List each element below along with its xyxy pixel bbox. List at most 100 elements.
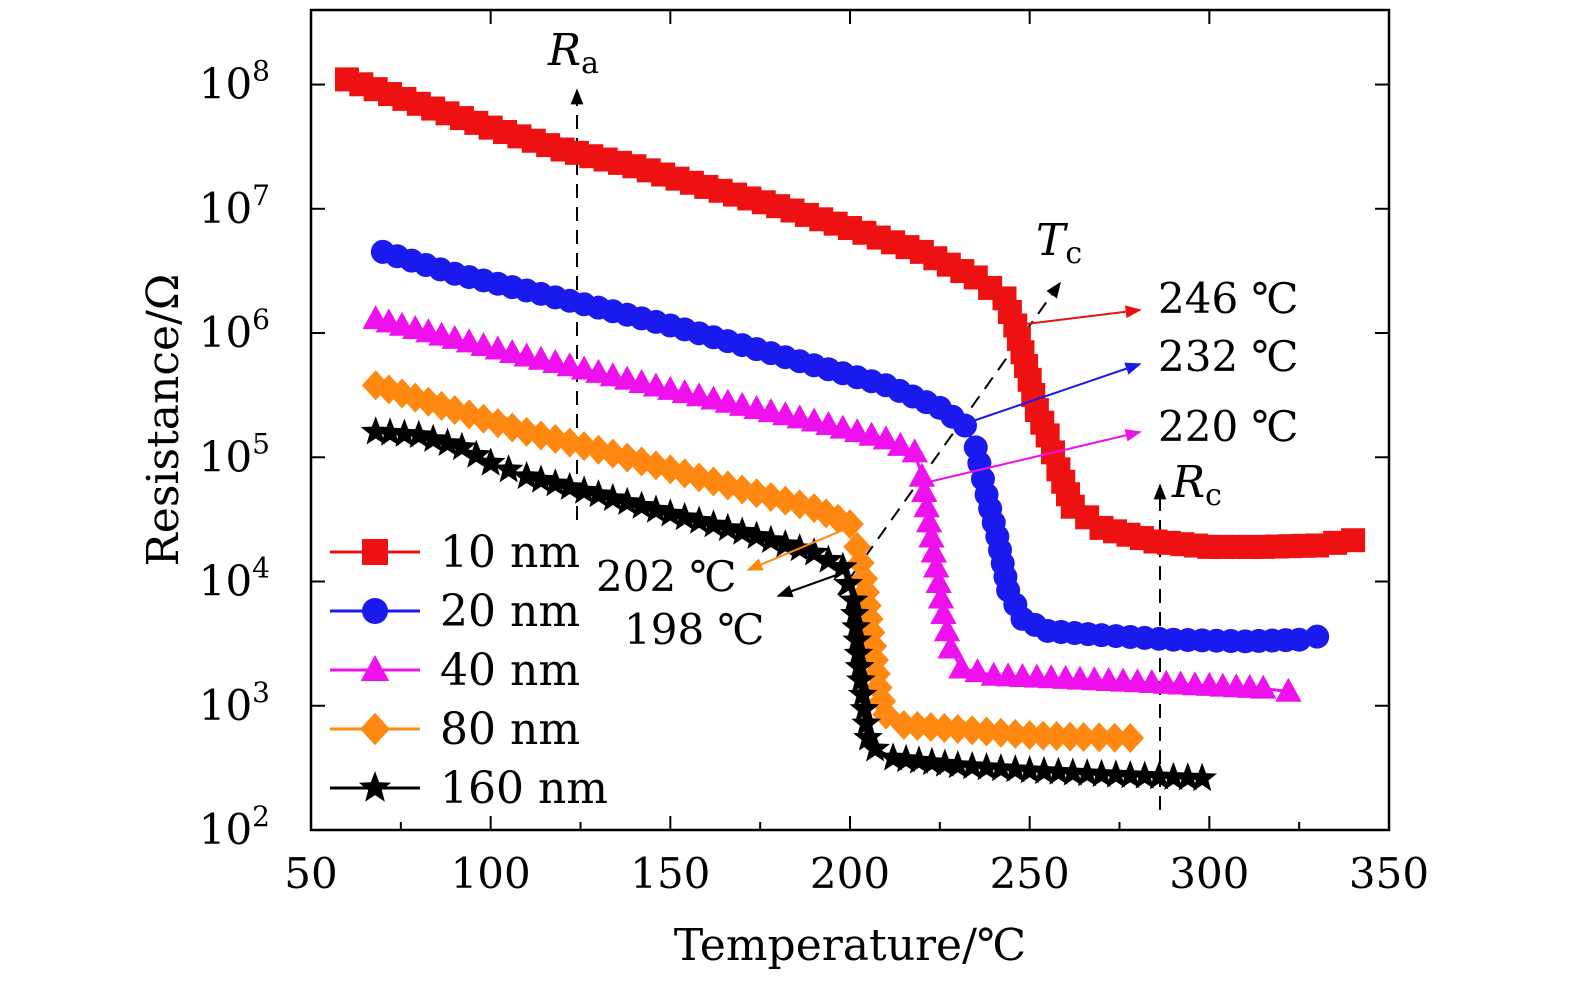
data-point bbox=[1014, 755, 1045, 784]
tc-guide-line bbox=[837, 281, 1061, 596]
y-tick-label: 108 bbox=[199, 55, 270, 109]
data-point bbox=[844, 651, 875, 680]
data-point bbox=[824, 503, 852, 534]
data-point bbox=[847, 679, 878, 708]
data-point bbox=[713, 512, 743, 542]
data-point bbox=[389, 418, 420, 447]
data-point bbox=[836, 509, 864, 540]
series-20-nm bbox=[370, 239, 1330, 654]
data-point bbox=[1172, 762, 1203, 791]
y-tick-label: 102 bbox=[199, 800, 270, 854]
data-point bbox=[812, 498, 840, 529]
legend-marker bbox=[358, 771, 392, 802]
arrow-232 bbox=[969, 362, 1142, 423]
data-point bbox=[361, 370, 390, 401]
data-point bbox=[943, 750, 973, 779]
y-tick-label: 103 bbox=[199, 676, 270, 730]
data-point bbox=[957, 751, 987, 780]
data-point bbox=[908, 462, 936, 487]
data-point bbox=[1305, 624, 1330, 649]
data-point bbox=[684, 505, 714, 534]
data-point bbox=[854, 590, 882, 621]
label-232: 232 ℃ bbox=[1158, 332, 1299, 381]
data-point bbox=[1101, 759, 1131, 788]
data-point bbox=[971, 752, 1002, 781]
data-point bbox=[612, 486, 642, 515]
data-point bbox=[800, 493, 828, 524]
legend-item: 20 nm bbox=[330, 586, 580, 637]
legend-label: 40 nm bbox=[440, 645, 580, 696]
data-point bbox=[756, 524, 786, 553]
data-point bbox=[540, 468, 571, 497]
data-point bbox=[1287, 627, 1312, 652]
data-point bbox=[375, 417, 405, 446]
data-point bbox=[641, 494, 671, 523]
x-tick-label: 200 bbox=[810, 849, 890, 898]
y-axis-title: Resistance/Ω bbox=[138, 274, 189, 567]
data-point bbox=[569, 475, 599, 504]
data-point bbox=[851, 708, 881, 737]
data-point bbox=[627, 446, 656, 477]
data-point bbox=[584, 434, 613, 465]
data-point bbox=[1058, 757, 1088, 786]
data-point bbox=[598, 482, 628, 512]
data-point bbox=[904, 745, 934, 774]
data-point bbox=[845, 664, 876, 693]
legend: 10 nm 20 nm 40 nm 80 nm 160 nm bbox=[330, 527, 608, 814]
data-point bbox=[757, 481, 785, 512]
data-point bbox=[1115, 760, 1146, 789]
legend-label: 160 nm bbox=[440, 763, 608, 814]
label-246: 246 ℃ bbox=[1158, 274, 1299, 323]
legend-marker bbox=[362, 598, 388, 624]
data-point bbox=[843, 638, 874, 667]
arrow-198 bbox=[776, 571, 846, 598]
data-point bbox=[903, 711, 932, 742]
data-point bbox=[872, 425, 900, 450]
x-tick-label: 300 bbox=[1169, 849, 1249, 898]
legend-marker bbox=[360, 655, 390, 682]
legend-item: 80 nm bbox=[330, 704, 580, 755]
data-point bbox=[427, 390, 456, 421]
arrow-220 bbox=[919, 429, 1142, 485]
data-point bbox=[404, 419, 434, 448]
x-tick-label: 250 bbox=[990, 849, 1070, 898]
legend-label: 10 nm bbox=[440, 527, 580, 578]
data-point bbox=[937, 634, 964, 659]
data-point bbox=[1129, 760, 1160, 789]
data-point bbox=[554, 471, 585, 500]
arrow-202 bbox=[746, 527, 849, 571]
arrow-246 bbox=[1017, 305, 1142, 326]
data-point bbox=[849, 693, 880, 722]
data-point bbox=[447, 431, 477, 461]
data-point bbox=[891, 743, 921, 773]
series-layer bbox=[334, 67, 1366, 792]
series-40-nm bbox=[362, 305, 1302, 702]
data-point bbox=[861, 644, 889, 675]
data-point bbox=[913, 493, 940, 518]
data-point bbox=[1085, 722, 1113, 753]
data-point bbox=[583, 479, 614, 508]
data-point bbox=[840, 598, 870, 627]
legend-label: 20 nm bbox=[440, 586, 580, 637]
data-point bbox=[493, 454, 524, 483]
legend-label: 80 nm bbox=[440, 704, 580, 755]
data-point bbox=[418, 423, 448, 452]
data-point bbox=[887, 431, 914, 456]
data-point bbox=[853, 722, 883, 751]
data-point bbox=[813, 544, 844, 573]
data-point bbox=[842, 625, 872, 654]
data-point bbox=[526, 464, 556, 493]
data-point bbox=[1086, 758, 1117, 788]
data-point bbox=[1029, 755, 1059, 785]
data-point bbox=[901, 438, 928, 463]
data-point bbox=[511, 460, 542, 490]
data-point bbox=[920, 538, 948, 563]
y-tick-label: 104 bbox=[199, 552, 270, 606]
data-point bbox=[986, 753, 1016, 782]
data-point bbox=[1144, 761, 1174, 790]
data-point bbox=[541, 424, 570, 455]
data-point bbox=[799, 537, 829, 566]
label-220: 220 ℃ bbox=[1158, 402, 1299, 451]
legend-marker bbox=[362, 539, 388, 565]
